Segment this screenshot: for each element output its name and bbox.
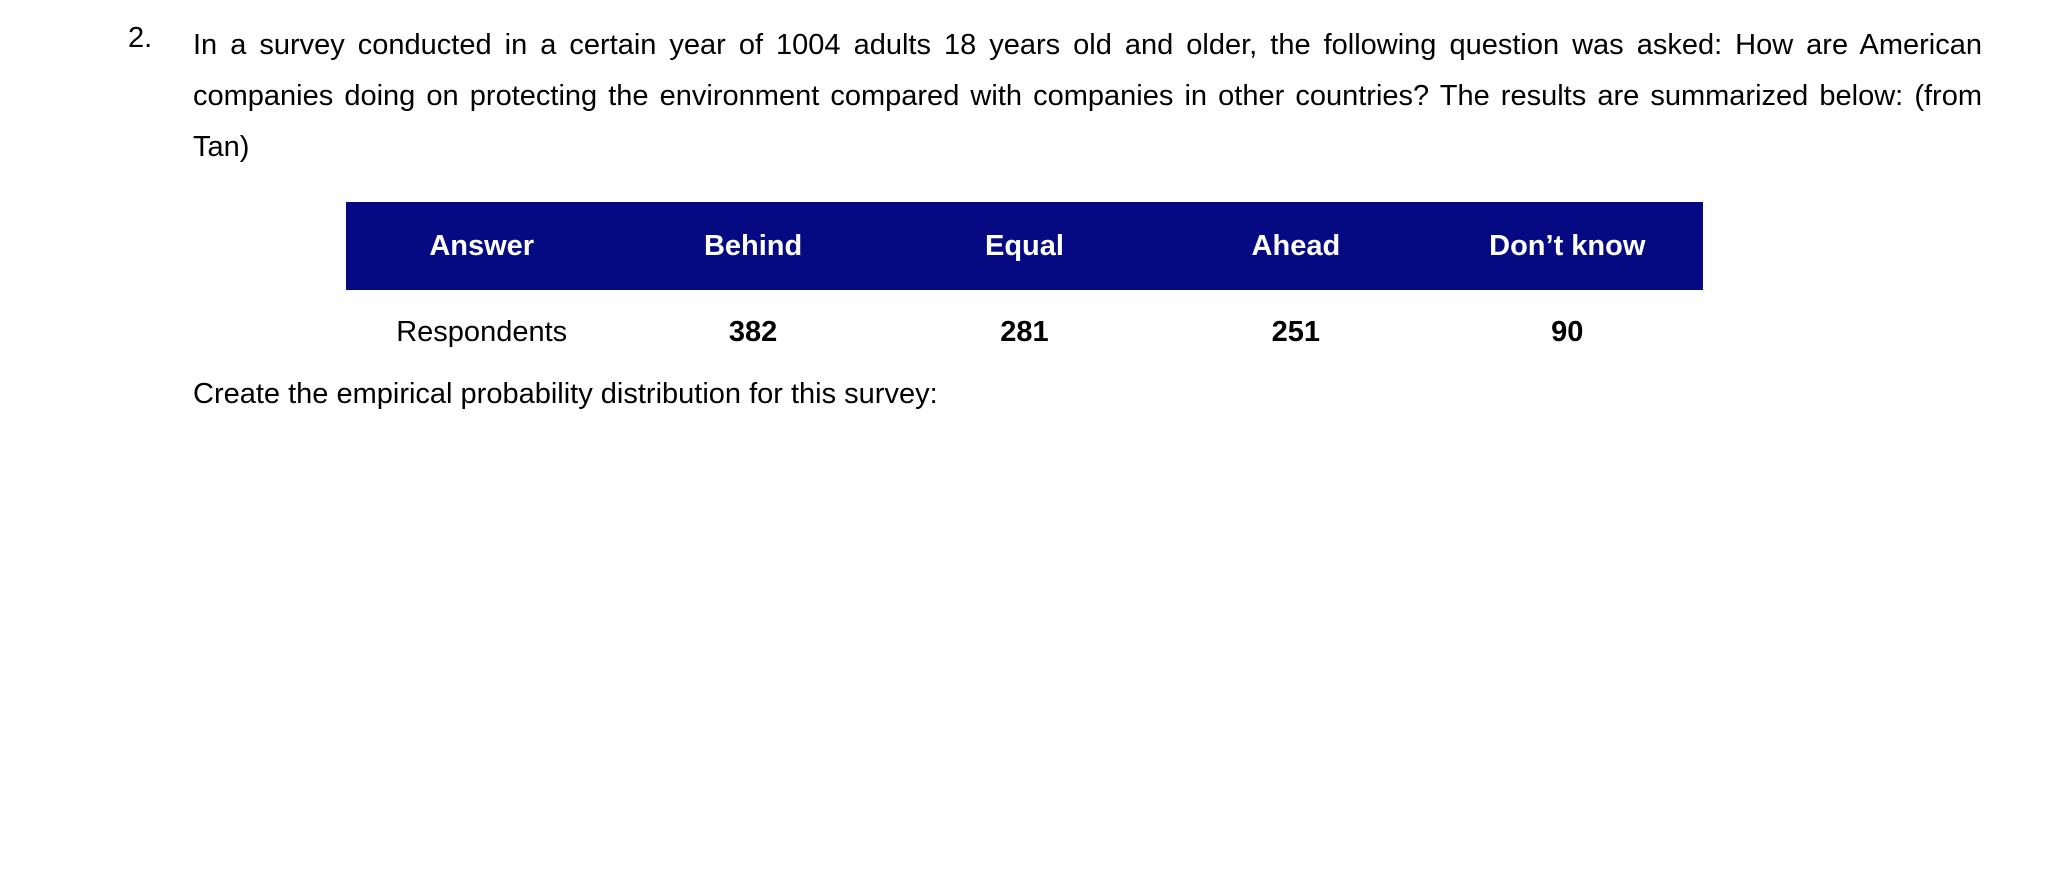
survey-table: Answer Behind Equal Ahead Don’t know Res… [346, 202, 1703, 374]
cell: 90 [1551, 315, 1584, 348]
instruction: Create the empirical probability distrib… [193, 378, 938, 410]
header-cell: Ahead [1160, 202, 1432, 290]
data-row: Respondents 382 281 251 90 [346, 290, 1703, 374]
question-text: In a survey conducted in a certain year … [193, 29, 1982, 163]
row-label: Respondents [396, 315, 568, 348]
header-row: Answer Behind Equal Ahead Don’t know [346, 202, 1703, 290]
header-cell: Don’t know [1431, 202, 1703, 290]
header-cell: Behind [617, 202, 889, 290]
cell: 382 [728, 315, 778, 348]
cell: 251 [1271, 315, 1321, 348]
header-cell: Equal [888, 202, 1161, 290]
cell: 281 [1000, 315, 1049, 348]
question-number: 2. [128, 22, 153, 54]
header-cell: Answer [346, 202, 618, 290]
